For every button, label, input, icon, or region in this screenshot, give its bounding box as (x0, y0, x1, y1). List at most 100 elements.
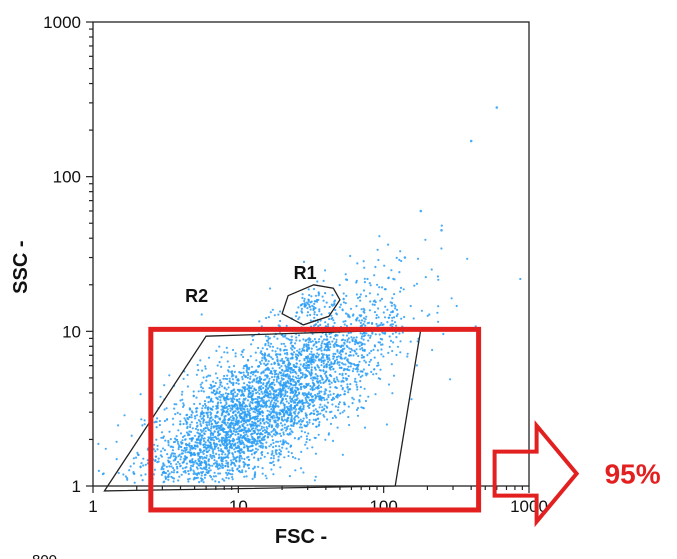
data-point-386 (167, 444, 170, 447)
data-point-3093 (261, 353, 264, 356)
data-point-2236 (338, 373, 341, 376)
data-point-2068 (260, 390, 263, 393)
data-point-3278 (289, 342, 292, 345)
data-point-3550 (248, 445, 251, 448)
data-point-1171 (291, 386, 294, 389)
data-point-3374 (198, 448, 202, 451)
data-point-2735 (215, 392, 218, 395)
data-point-1770 (231, 414, 234, 418)
data-point-1163 (236, 438, 239, 441)
data-point-3134 (332, 396, 335, 399)
data-point-3355 (247, 455, 250, 458)
data-point-655 (292, 396, 295, 399)
data-point-642 (272, 387, 275, 390)
data-point-3251 (350, 336, 353, 339)
data-point-2949 (338, 283, 341, 287)
data-point-2137 (332, 344, 335, 347)
data-point-2470 (231, 453, 234, 456)
data-point-2466 (294, 391, 298, 394)
data-point-2830 (377, 377, 380, 380)
data-point-19 (290, 452, 293, 455)
data-point-3315 (307, 299, 310, 302)
data-point-2661 (253, 429, 256, 432)
data-point-2362 (234, 355, 237, 358)
data-point-3586 (134, 456, 138, 459)
data-point-970 (226, 374, 229, 377)
data-point-3403 (166, 469, 170, 473)
y-tick-label: 1 (72, 477, 81, 496)
data-point-2646 (333, 362, 336, 365)
data-point-1387 (202, 421, 205, 424)
data-point-500 (348, 423, 351, 427)
data-point-2130 (226, 410, 229, 413)
data-point-173 (172, 480, 175, 483)
data-point-2282 (229, 425, 232, 428)
data-point-2558 (226, 405, 229, 408)
data-point-1498 (215, 463, 218, 466)
data-point-3018 (343, 409, 346, 412)
data-point-3267 (340, 380, 343, 383)
data-point-2296 (318, 423, 321, 426)
data-point-2984 (358, 345, 361, 348)
data-point-3171 (358, 295, 361, 299)
data-point-795 (136, 451, 139, 454)
data-point-535 (268, 390, 271, 393)
data-point-117 (130, 434, 133, 437)
data-point-1669 (204, 365, 207, 368)
data-point-2333 (260, 385, 263, 388)
data-point-2148 (188, 442, 191, 445)
data-point-1482 (153, 443, 156, 446)
data-point-2551 (323, 398, 326, 401)
data-point-1232 (269, 401, 272, 404)
data-point-1737 (259, 457, 262, 460)
data-point-2255 (317, 413, 320, 416)
data-point-154 (156, 444, 159, 447)
data-point-2786 (264, 393, 267, 396)
data-point-2857 (301, 293, 304, 296)
data-point-3228 (387, 277, 390, 280)
data-point-3135 (334, 333, 338, 336)
data-point-2594 (306, 357, 309, 360)
data-point-2483 (292, 369, 295, 372)
data-point-1531 (124, 475, 127, 478)
data-point-3081 (291, 345, 295, 348)
data-point-2604 (288, 432, 291, 435)
data-point-1590 (190, 413, 193, 417)
data-point-1534 (199, 434, 202, 437)
data-point-1571 (199, 423, 202, 426)
data-point-3607 (179, 464, 182, 467)
data-point-2977 (298, 366, 301, 369)
data-point-2323 (299, 423, 302, 426)
data-point-3261 (399, 290, 402, 293)
data-point-3101 (314, 367, 317, 370)
data-point-3046 (325, 365, 328, 368)
data-point-492 (197, 419, 200, 422)
data-point-837 (201, 407, 204, 410)
data-point-2756 (337, 380, 340, 383)
data-point-1439 (367, 395, 370, 398)
data-point-2767 (210, 399, 213, 402)
data-point-1811 (287, 338, 290, 341)
data-point-3085 (378, 333, 381, 336)
data-point-3298 (303, 299, 306, 302)
data-point-1507 (211, 418, 214, 421)
data-point-2442 (314, 475, 317, 478)
data-point-1941 (290, 335, 293, 338)
data-point-969 (318, 421, 321, 424)
data-point-3535 (214, 461, 217, 464)
data-point-3164 (362, 310, 365, 313)
data-point-3576 (176, 460, 180, 464)
data-point-3113 (342, 363, 345, 366)
data-point-1140 (201, 417, 205, 420)
data-point-1188 (193, 444, 196, 447)
data-point-687 (187, 470, 190, 473)
data-point-292 (250, 343, 253, 346)
data-point-684 (282, 443, 285, 446)
data-point-425 (246, 376, 249, 379)
data-point-3237 (232, 429, 235, 433)
data-point-1197 (288, 475, 291, 478)
data-point-3424 (180, 452, 183, 455)
data-point-3600 (258, 432, 261, 435)
data-point-2454 (344, 368, 347, 371)
data-point-1673 (274, 350, 277, 353)
